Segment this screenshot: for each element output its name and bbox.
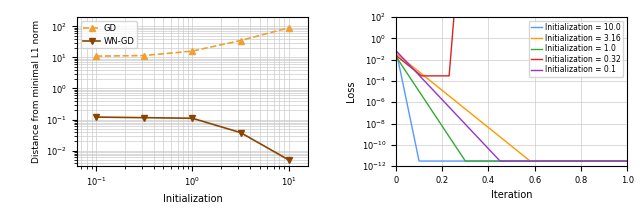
GD: [92, 55, 100, 58]
Initialization = 3.16: [617, 160, 625, 162]
Initialization = 10.0: [415, 160, 423, 162]
Initialization = 1.0: [574, 160, 582, 162]
Initialization = 3.16: [623, 160, 631, 162]
Initialization = 0.1: [404, 62, 412, 65]
Y-axis label: Distance from minimal L1 norm: Distance from minimal L1 norm: [32, 20, 41, 163]
Initialization = 10.0: [617, 160, 625, 162]
Line: Initialization = 1.0: Initialization = 1.0: [396, 56, 627, 161]
Legend: GD, WN-GD: GD, WN-GD: [81, 21, 137, 48]
Initialization = 3.16: [392, 52, 400, 55]
Initialization = 0.1: [392, 49, 400, 52]
Line: Initialization = 3.16: Initialization = 3.16: [396, 53, 627, 161]
Initialization = 1.0: [623, 160, 631, 162]
Initialization = 3.16: [574, 160, 582, 162]
Legend: Initialization = 10.0, Initialization = 3.16, Initialization = 1.0, Initializati: Initialization = 10.0, Initialization = …: [529, 21, 623, 76]
Initialization = 10.0: [404, 105, 412, 108]
Initialization = 0.32: [392, 54, 400, 57]
Y-axis label: Loss: Loss: [346, 81, 356, 102]
X-axis label: Iteration: Iteration: [491, 190, 532, 200]
Initialization = 10.0: [617, 160, 625, 162]
Line: WN-GD: WN-GD: [93, 114, 292, 163]
GD: [140, 54, 148, 57]
Initialization = 1.0: [461, 160, 469, 162]
Initialization = 10.0: [392, 49, 400, 51]
Initialization = 1.0: [392, 55, 400, 58]
Initialization = 0.32: [417, 75, 425, 77]
Line: Initialization = 0.1: Initialization = 0.1: [396, 51, 627, 161]
WN-GD: [92, 116, 100, 118]
Initialization = 10.0: [623, 160, 631, 162]
GD: [237, 39, 244, 42]
Initialization = 1.0: [404, 73, 412, 75]
Initialization = 1.0: [617, 160, 625, 162]
WN-GD: [189, 117, 196, 119]
Initialization = 0.1: [617, 160, 625, 162]
Initialization = 1.0: [617, 160, 625, 162]
Initialization = 10.0: [574, 160, 582, 162]
Initialization = 0.32: [404, 64, 412, 66]
Initialization = 3.16: [499, 137, 506, 140]
Initialization = 3.16: [504, 142, 512, 145]
Initialization = 0.1: [574, 160, 582, 162]
Initialization = 0.1: [623, 160, 631, 162]
Initialization = 10.0: [499, 160, 506, 162]
Line: Initialization = 10.0: Initialization = 10.0: [396, 50, 627, 161]
GD: [189, 50, 196, 52]
Initialization = 10.0: [505, 160, 513, 162]
GD: [285, 26, 292, 29]
Line: GD: GD: [93, 24, 292, 60]
Line: Initialization = 0.32: Initialization = 0.32: [396, 0, 627, 76]
Initialization = 3.16: [526, 160, 534, 162]
WN-GD: [140, 116, 148, 119]
Initialization = 1.0: [499, 160, 506, 162]
Initialization = 0.1: [617, 160, 625, 162]
WN-GD: [237, 131, 244, 134]
Initialization = 3.16: [404, 61, 412, 64]
WN-GD: [285, 159, 292, 161]
Initialization = 0.1: [496, 160, 504, 162]
Initialization = 0.1: [505, 160, 513, 162]
Initialization = 3.16: [617, 160, 625, 162]
Initialization = 1.0: [505, 160, 513, 162]
X-axis label: Initialization: Initialization: [163, 194, 222, 204]
Initialization = 0.1: [499, 160, 506, 162]
